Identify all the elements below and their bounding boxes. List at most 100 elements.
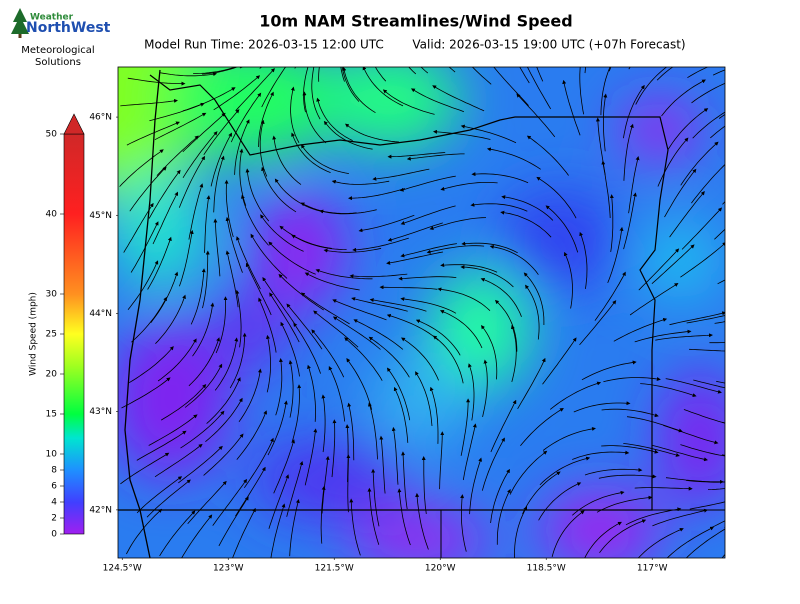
streamline — [293, 322, 321, 374]
streamline — [665, 378, 722, 394]
streamline — [342, 67, 376, 114]
streamline — [321, 394, 326, 453]
streamline — [584, 521, 622, 558]
streamline — [218, 496, 249, 547]
streamline — [311, 329, 345, 378]
streamline — [230, 92, 262, 143]
colorbar-tick-label: 20 — [46, 370, 58, 380]
streamline — [426, 245, 485, 254]
streamline — [202, 67, 239, 75]
streamline — [623, 192, 637, 250]
streamline — [304, 272, 360, 291]
streamline — [594, 271, 626, 321]
streamline — [315, 268, 373, 280]
streamline — [358, 214, 415, 233]
streamline — [178, 155, 206, 208]
streamline — [386, 313, 439, 341]
streamline — [374, 67, 387, 82]
streamline — [148, 169, 181, 219]
streamline — [397, 488, 411, 546]
streamline — [525, 284, 540, 340]
streamline — [663, 425, 719, 445]
streamline — [462, 423, 477, 481]
streamline — [470, 202, 528, 212]
lat-label: 45°N — [89, 211, 112, 221]
streamline — [471, 67, 492, 85]
streamline — [278, 273, 324, 311]
streamline — [120, 452, 170, 485]
streamline — [347, 402, 355, 461]
streamline — [258, 297, 277, 353]
streamline — [152, 191, 178, 245]
streamline — [656, 67, 674, 81]
streamline — [204, 195, 211, 253]
streamline — [262, 277, 296, 326]
streamline — [629, 283, 679, 316]
streamline — [460, 124, 517, 144]
streamline — [710, 125, 725, 139]
streamline — [685, 526, 725, 558]
streamline — [481, 437, 505, 491]
streamline — [386, 367, 411, 421]
streamline — [601, 160, 611, 219]
streamline — [523, 272, 545, 325]
streamline — [680, 444, 725, 457]
streamline — [680, 241, 725, 278]
streamline — [352, 237, 409, 252]
streamline — [657, 137, 689, 187]
streamline — [480, 277, 522, 317]
streamline — [432, 335, 464, 384]
streamline — [526, 135, 569, 176]
streamline — [203, 109, 240, 156]
streamline — [584, 467, 643, 476]
colorbar: Wind Speed (mph) 0 2 4 6 8 10 15 20 25 30 40 50 — [29, 113, 85, 540]
streamline — [236, 410, 268, 460]
streamline — [440, 263, 498, 273]
streamline — [184, 363, 223, 408]
streamline — [147, 236, 172, 290]
streamline — [234, 119, 250, 175]
streamline — [269, 292, 300, 343]
streamline — [637, 527, 684, 558]
map — [118, 67, 725, 558]
streamline — [536, 176, 577, 219]
streamline — [328, 365, 346, 422]
streamline — [551, 510, 585, 558]
streamline — [669, 311, 725, 326]
streamline — [460, 494, 467, 552]
streamline — [224, 179, 234, 238]
streamline — [596, 495, 653, 513]
streamline — [240, 194, 269, 246]
streamline — [129, 166, 167, 212]
streamline — [489, 244, 539, 275]
streamline — [432, 85, 485, 112]
streamline — [266, 334, 272, 393]
streamline — [683, 409, 725, 424]
streamline — [510, 324, 517, 383]
streamline — [369, 298, 427, 312]
logo-top: Weather — [30, 13, 74, 23]
streamline — [714, 321, 725, 324]
streamline — [687, 67, 709, 79]
streamline — [127, 260, 159, 310]
streamline — [367, 487, 380, 545]
streamline — [439, 310, 483, 349]
lon-label: 121.5°W — [315, 564, 354, 574]
streamline — [398, 276, 457, 281]
streamline — [351, 297, 408, 312]
streamline — [399, 175, 456, 192]
streamline — [387, 222, 443, 242]
streamline — [613, 317, 668, 342]
streamline — [393, 386, 409, 443]
streamline — [514, 506, 527, 558]
streamline — [238, 368, 262, 423]
streamline — [258, 91, 274, 148]
streamline — [400, 243, 457, 258]
streamline — [300, 292, 350, 325]
streamline — [212, 478, 248, 526]
streamline — [542, 426, 596, 451]
streamline — [603, 93, 608, 152]
streamline — [607, 226, 624, 284]
colorbar-tick-label: 50 — [46, 130, 58, 140]
streamline — [496, 488, 511, 545]
